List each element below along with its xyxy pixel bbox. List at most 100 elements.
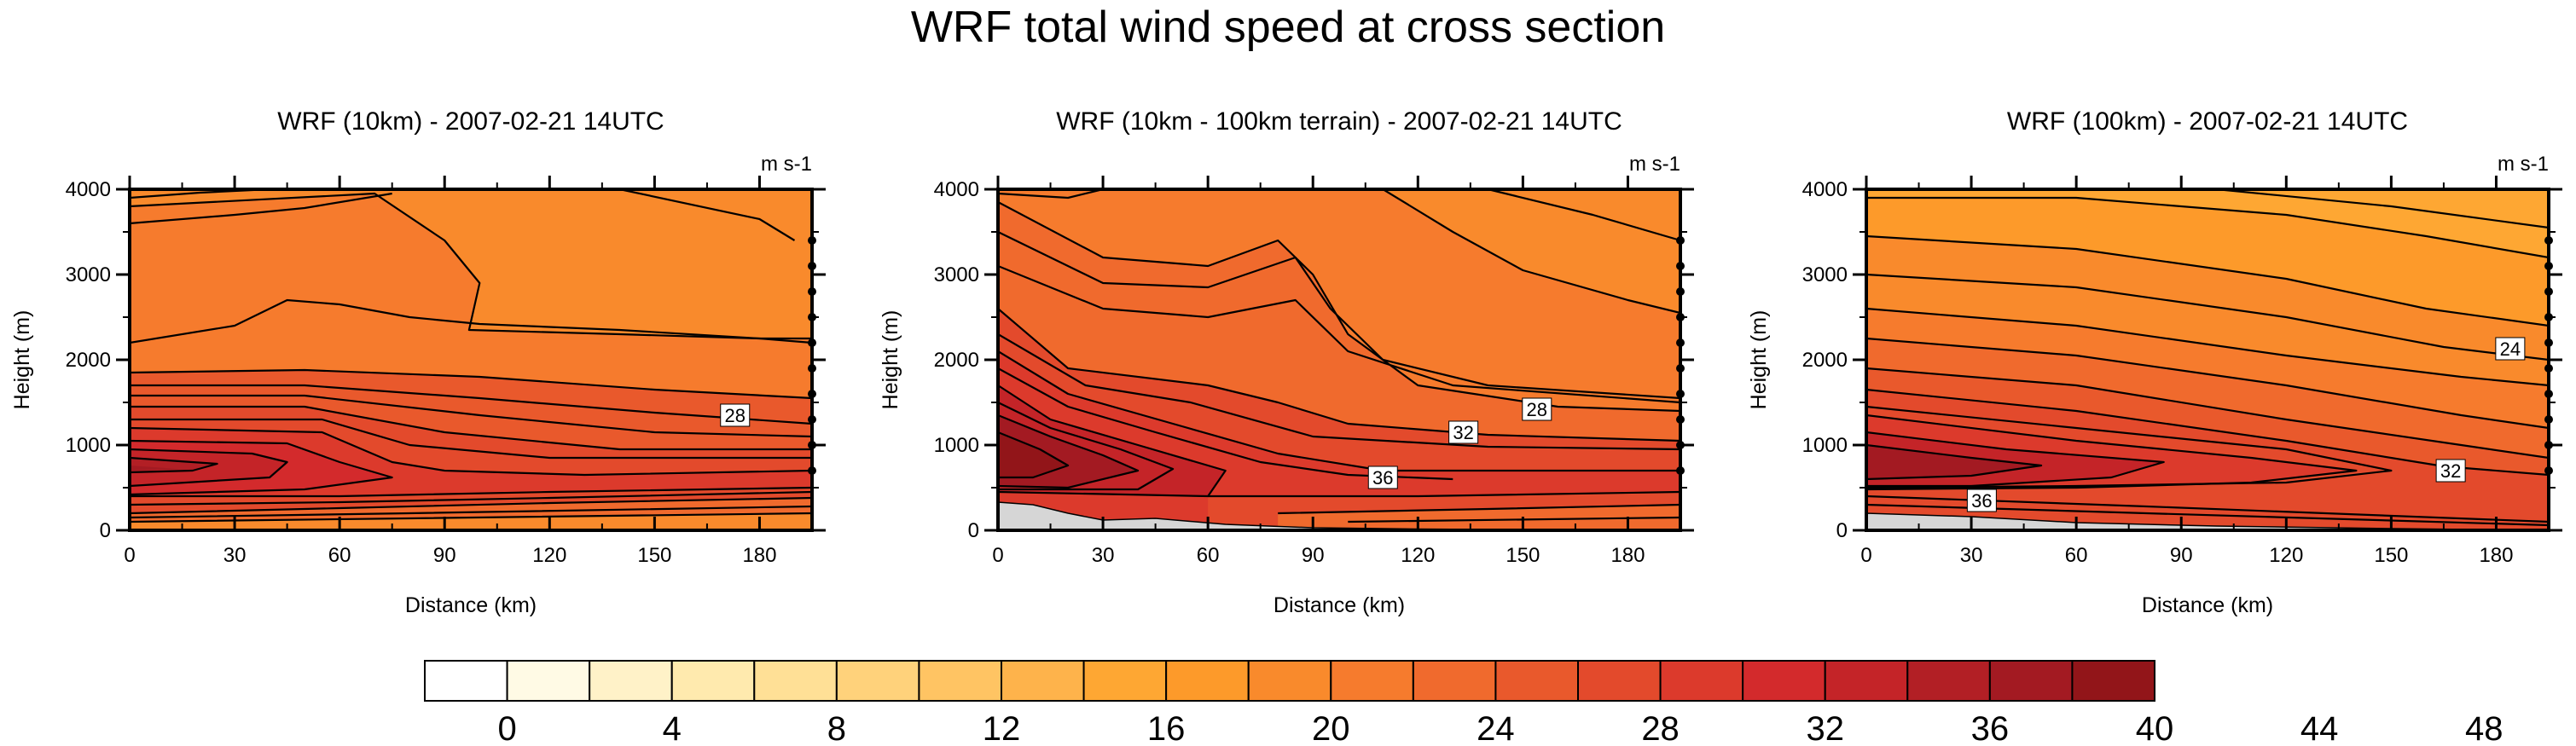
y-axis-label: Height (m) xyxy=(1747,310,1771,410)
contour-line xyxy=(1866,273,2549,361)
colorbar-label: 32 xyxy=(1806,710,1844,746)
contour-line xyxy=(130,368,812,400)
contour-line xyxy=(1866,443,2043,481)
contour-label-box xyxy=(720,403,751,427)
contour-line xyxy=(998,413,1140,489)
level-marker xyxy=(808,390,816,398)
contour-fill-40 xyxy=(130,449,287,486)
figure-title: WRF total wind speed at cross section xyxy=(910,3,1666,52)
panel-3: 24 32 36 0 30 60 90 120 150 180 0 1000 2000 3000 4000 W… xyxy=(1747,107,2562,617)
contour-line xyxy=(1866,234,2549,327)
level-marker xyxy=(1676,441,1685,449)
level-marker xyxy=(2544,390,2553,398)
colorbar-box xyxy=(2071,660,2155,702)
level-marker xyxy=(2544,466,2553,475)
contour-line xyxy=(1382,189,1680,315)
colorbar-box xyxy=(1906,660,1991,702)
colorbar-label: 48 xyxy=(2465,710,2503,746)
x-tick-label: 60 xyxy=(328,544,351,567)
level-marker xyxy=(808,441,816,449)
contour-fill-22 xyxy=(130,513,812,530)
contour-line xyxy=(1348,516,1680,523)
contour-line xyxy=(130,448,288,488)
x-tick-label: 180 xyxy=(2479,544,2513,567)
colorbar-box xyxy=(589,660,673,702)
x-tick-label: 120 xyxy=(2269,544,2303,567)
contour-line xyxy=(998,308,1680,442)
contour-line xyxy=(998,264,1680,404)
contour-label: 32 xyxy=(2440,460,2461,482)
contour-line xyxy=(130,496,812,515)
contour-line xyxy=(1866,307,2549,387)
y-axis-label: Height (m) xyxy=(10,310,34,410)
level-marker xyxy=(1676,364,1685,373)
x-tick-label: 60 xyxy=(2065,544,2088,567)
y-tick-label: 1000 xyxy=(1802,434,1848,457)
contour-line xyxy=(998,367,1453,481)
contour-line xyxy=(998,431,1070,479)
colorbar-box xyxy=(1577,660,1662,702)
contour-lines xyxy=(130,189,812,523)
colorbar-box xyxy=(1824,660,1909,702)
x-tick-label: 90 xyxy=(1302,544,1325,567)
contour-line xyxy=(130,505,812,519)
level-marker xyxy=(808,262,816,270)
level-marker xyxy=(2544,236,2553,245)
units-label: m s-1 xyxy=(761,153,812,176)
contour-line xyxy=(130,394,812,438)
panel-title: WRF (10km - 100km terrain) - 2007-02-21 … xyxy=(1056,107,1622,136)
contour-line xyxy=(130,456,218,474)
contour-line xyxy=(1278,503,1680,515)
contour-line xyxy=(998,350,1680,472)
level-marker xyxy=(808,364,816,373)
level-marker xyxy=(808,287,816,296)
contour-lines xyxy=(998,189,1680,523)
contour-line xyxy=(1866,431,2165,488)
level-marker xyxy=(1676,287,1685,296)
x-tick-label: 30 xyxy=(223,544,247,567)
x-tick-label: 60 xyxy=(1197,544,1220,567)
level-marker xyxy=(1676,338,1685,347)
colorbar-label: 44 xyxy=(2300,710,2339,746)
colorbar-box xyxy=(1082,660,1168,702)
contour-line xyxy=(1208,490,1680,498)
x-tick-label: 180 xyxy=(1610,544,1645,567)
level-marker xyxy=(808,313,816,321)
y-tick-label: 4000 xyxy=(934,178,979,201)
colorbar-box xyxy=(1742,660,1826,702)
contour-line xyxy=(130,192,392,225)
x-tick-label: 120 xyxy=(532,544,566,567)
contour-line xyxy=(130,439,393,496)
colorbar-label: 12 xyxy=(983,710,1021,746)
contour-line xyxy=(1866,413,2358,491)
y-tick-label: 2000 xyxy=(934,349,979,372)
level-marker xyxy=(808,466,816,475)
panel-2: 28 32 36 0 30 60 90 120 150 180 0 1000 2000 3000 4000 W… xyxy=(879,107,1694,617)
colorbar-box xyxy=(424,660,508,702)
y-tick-label: 4000 xyxy=(66,178,111,201)
contour-line xyxy=(130,418,812,460)
contour-label-box xyxy=(1522,397,1552,421)
x-tick-label: 30 xyxy=(1960,544,1983,567)
contour-line xyxy=(1866,494,2549,523)
contour-line xyxy=(1866,367,2549,460)
colorbar-box xyxy=(753,660,838,702)
level-marker xyxy=(1676,262,1685,270)
y-tick-label: 3000 xyxy=(66,263,111,286)
contour-lines xyxy=(1866,189,2549,527)
panel-1: 28 0 30 60 90 120 150 180 0 1000 2000 3000 4000 WRF (… xyxy=(10,107,826,617)
level-marker xyxy=(808,415,816,424)
colorbar-box xyxy=(506,660,591,702)
colorbar-box xyxy=(835,660,920,702)
colorbar: 0 4 8 12 16 20 24 28 32 36 40 44 48 xyxy=(424,660,2503,746)
panel-title: WRF (100km) - 2007-02-21 14UTC xyxy=(2007,107,2408,136)
contour-line xyxy=(130,486,812,498)
colorbar-box xyxy=(1412,660,1497,702)
x-tick-label: 0 xyxy=(992,544,1003,567)
level-marker xyxy=(1676,313,1685,321)
colorbar-label: 24 xyxy=(1477,710,1515,746)
level-marker xyxy=(2544,287,2553,296)
x-tick-label: 150 xyxy=(1506,544,1540,567)
colorbar-box xyxy=(1330,660,1414,702)
